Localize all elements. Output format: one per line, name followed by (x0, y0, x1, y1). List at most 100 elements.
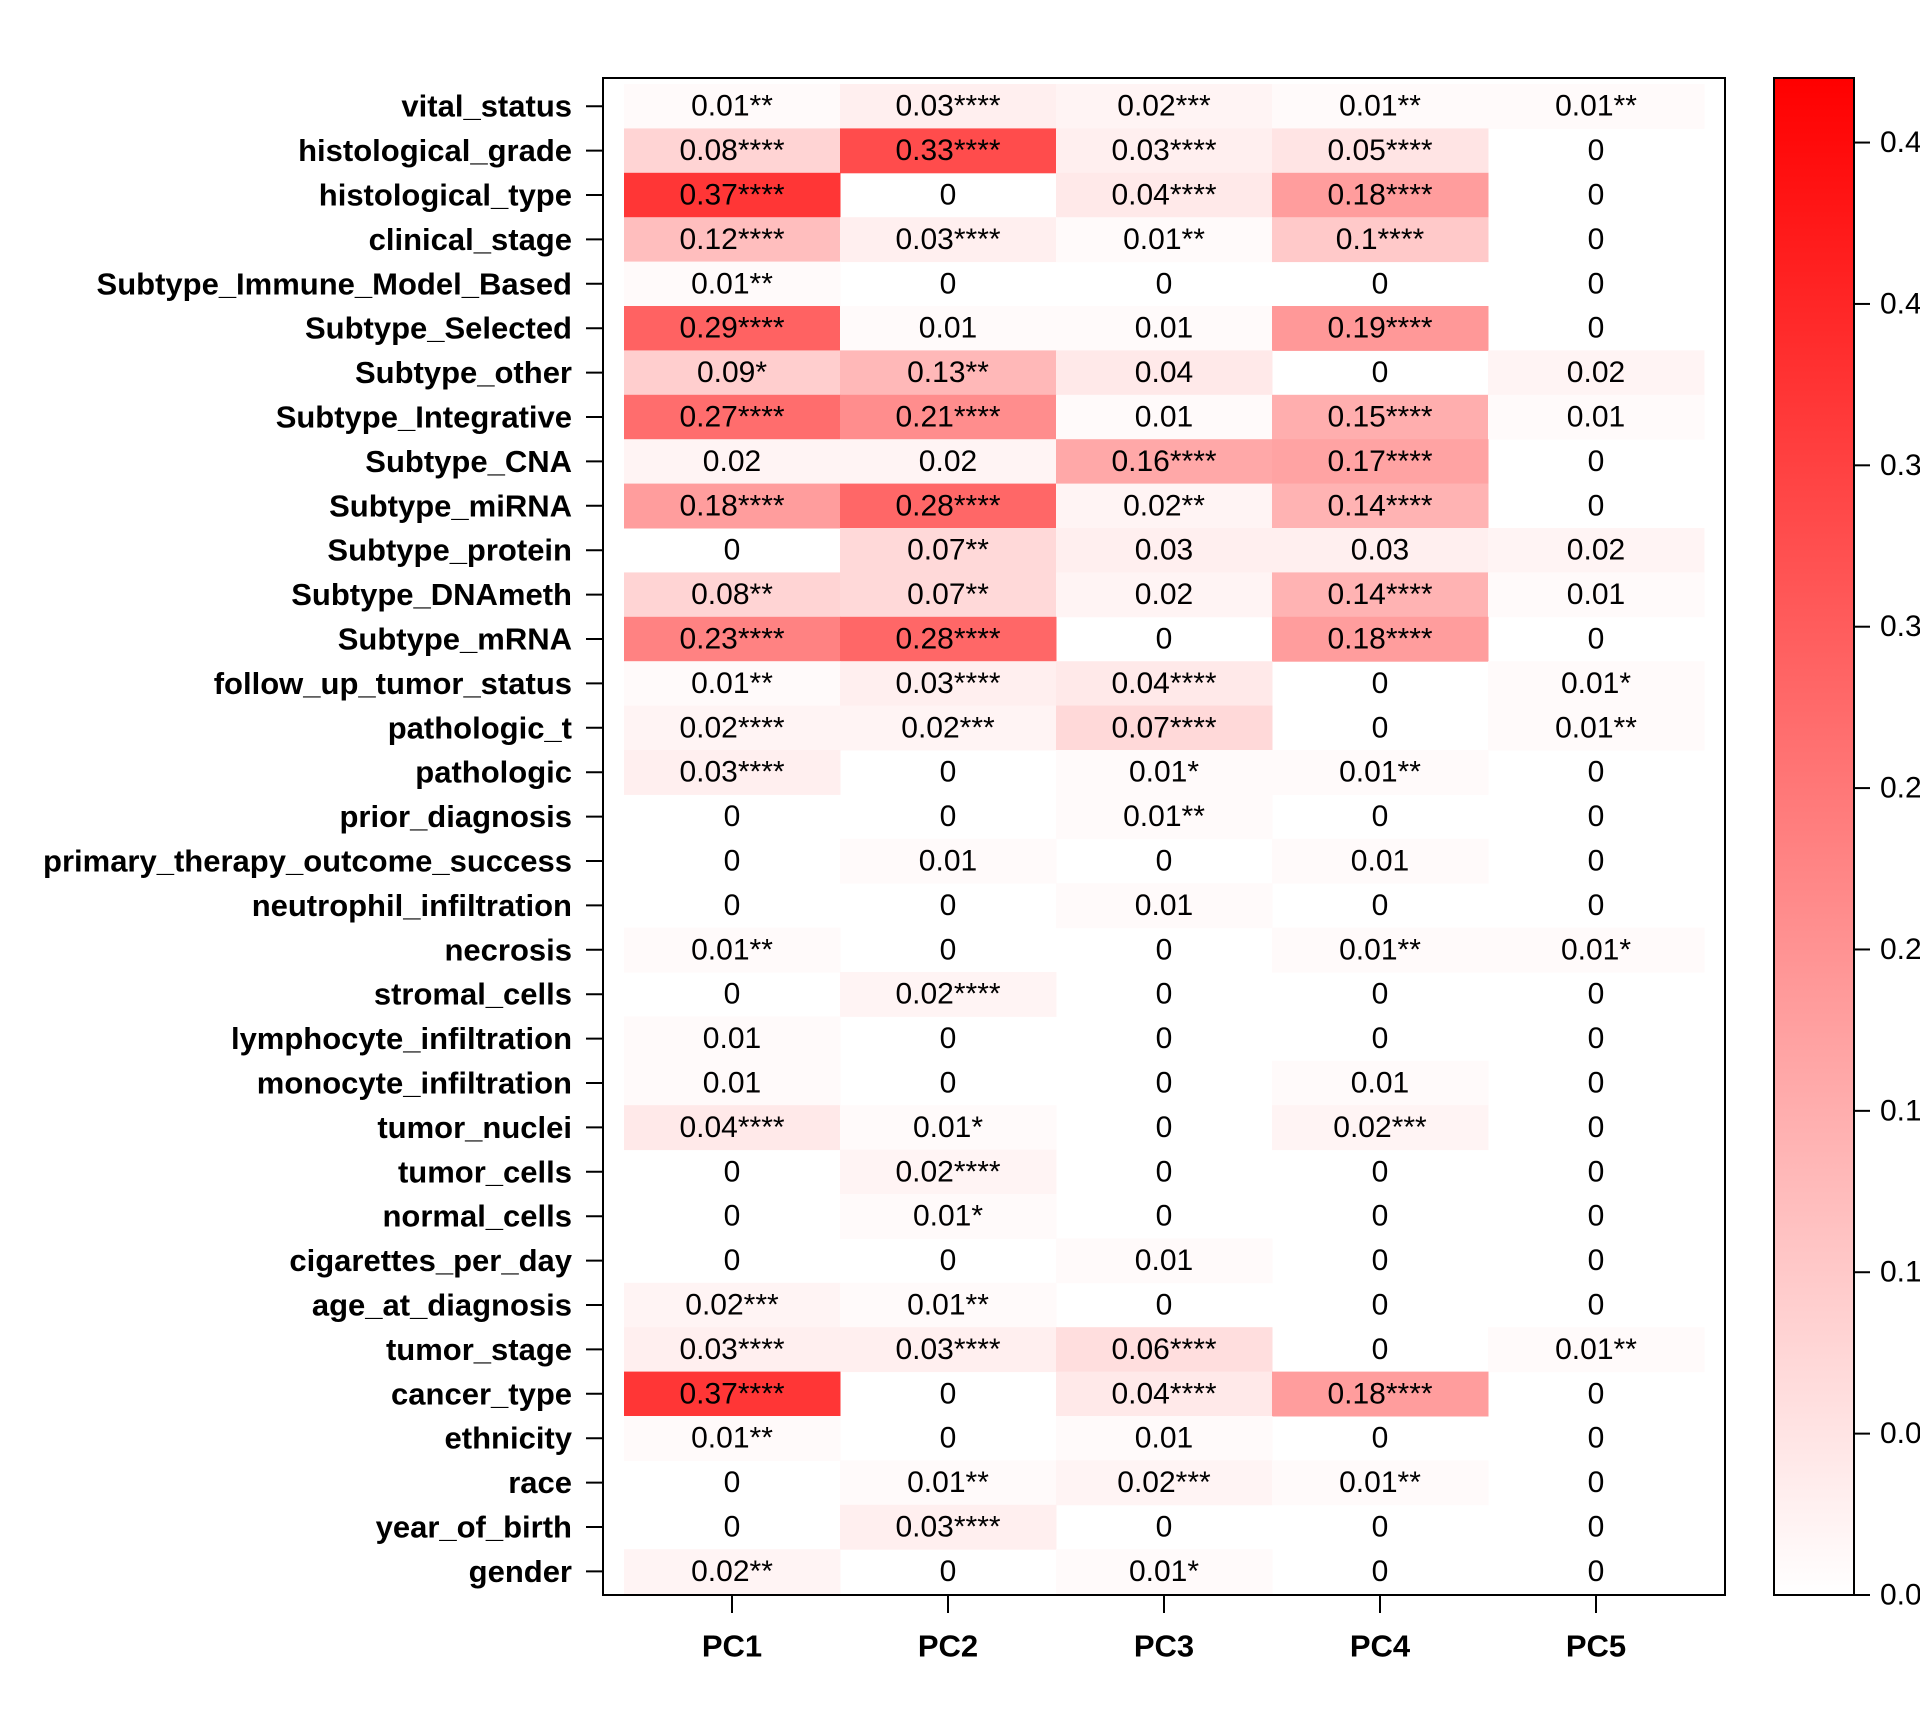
row-label: cancer_type (391, 1376, 572, 1411)
cell-value-label: 0.01 (1135, 889, 1193, 922)
row-label: race (508, 1465, 572, 1500)
colorbar-tick-label: 0.40 (1880, 287, 1920, 320)
cell-value-label: 0.02** (1123, 489, 1205, 522)
cell-value-label: 0.01 (1135, 401, 1193, 434)
heatmap-cell (840, 838, 1057, 884)
row-label: monocyte_infiltration (257, 1066, 572, 1101)
cell-value-label: 0 (1156, 978, 1173, 1011)
cell-value-label: 0.03 (1135, 534, 1193, 567)
cell-value-label: 0 (1156, 1511, 1173, 1544)
cell-value-label: 0 (724, 1466, 741, 1499)
cell-value-label: 0.01** (691, 667, 773, 700)
cell-value-label: 0.28**** (895, 623, 1000, 656)
colorbar-tick-label: 0.00 (1880, 1579, 1920, 1612)
cell-value-label: 0.1**** (1336, 223, 1425, 256)
heatmap-cell (1056, 705, 1273, 751)
heatmap-cell (1272, 1105, 1489, 1151)
cell-value-label: 0.01 (703, 1067, 761, 1100)
heatmap-cell (624, 439, 841, 485)
col-axis: PC1 PC2 PC3 PC4 PC5 (702, 1595, 1626, 1664)
row-label: Subtype_mRNA (338, 622, 572, 657)
heatmap-cell (1056, 794, 1273, 840)
heatmap-cell (1056, 439, 1273, 485)
cell-value-label: 0 (1372, 1244, 1389, 1277)
cell-value-label: 0.01** (1555, 711, 1637, 744)
cell-value-label: 0 (940, 756, 957, 789)
heatmap-cell (1056, 1460, 1273, 1506)
row-label: histological_grade (298, 133, 572, 168)
cell-value-label: 0 (1156, 1200, 1173, 1233)
heatmap-cell (624, 217, 841, 263)
cell-value-label: 0 (724, 1244, 741, 1277)
cell-value-label: 0.02**** (679, 711, 784, 744)
col-label: PC2 (918, 1629, 978, 1664)
heatmap-cell (1272, 1060, 1489, 1106)
cell-value-label: 0.01** (907, 1289, 989, 1322)
heatmap-cell (624, 128, 841, 174)
heatmap-cell (624, 1105, 841, 1151)
row-label: Subtype_miRNA (329, 488, 572, 523)
cell-value-label: 0 (724, 1200, 741, 1233)
cell-value-label: 0.03**** (679, 756, 784, 789)
row-axis: vital_status histological_grade histologic… (43, 89, 603, 1589)
cell-value-label: 0.05**** (1327, 134, 1432, 167)
cell-value-label: 0 (1372, 1200, 1389, 1233)
cell-value-label: 0.37**** (679, 179, 784, 212)
heatmap-cell (624, 616, 841, 662)
cell-value-label: 0 (940, 1067, 957, 1100)
cell-value-label: 0.01** (1123, 800, 1205, 833)
cell-value-label: 0.18**** (1327, 179, 1432, 212)
cell-value-label: 0 (1588, 889, 1605, 922)
colorbar-tick-label: 0.15 (1880, 1094, 1920, 1127)
heatmap-cell (840, 394, 1057, 440)
heatmap-cell (840, 1194, 1057, 1239)
heatmap-cell (624, 261, 841, 307)
cell-value-label: 0.01 (1567, 578, 1625, 611)
row-label: lymphocyte_infiltration (231, 1021, 572, 1056)
heatmap-cell (624, 306, 841, 351)
heatmap-cell (1056, 661, 1273, 707)
row-label: vital_status (401, 89, 572, 124)
cell-value-label: 0 (1156, 1111, 1173, 1144)
heatmap-cell (1488, 705, 1705, 751)
cell-value-label: 0 (1372, 1511, 1389, 1544)
cell-value-label: 0.01** (1339, 1466, 1421, 1499)
cell-value-label: 0.03**** (679, 1333, 784, 1366)
heatmap-cell (624, 1282, 841, 1328)
colorbar (1773, 77, 1855, 1596)
cell-value-label: 0 (1372, 711, 1389, 744)
heatmap-cell (1272, 217, 1489, 263)
heatmap-cell (1272, 750, 1489, 795)
colorbar-tick-label: 0.35 (1880, 449, 1920, 482)
cell-value-label: 0 (1588, 978, 1605, 1011)
row-label: histological_type (319, 178, 572, 213)
heatmap-cell (624, 1371, 841, 1417)
cell-value-label: 0.01** (1339, 933, 1421, 966)
cell-value-label: 0.03 (1351, 534, 1409, 567)
cell-value-label: 0 (1588, 1200, 1605, 1233)
heatmap-cell (624, 350, 841, 396)
heatmap-cell (624, 1327, 841, 1373)
heatmap-cell (840, 128, 1057, 174)
cell-value-label: 0 (940, 1377, 957, 1410)
row-label: gender (469, 1554, 572, 1589)
heatmap-cell (624, 705, 841, 751)
heatmap-cell (840, 483, 1057, 529)
colorbar-tick-label: 0.20 (1880, 933, 1920, 966)
colorbar-tick-label: 0.45 (1880, 126, 1920, 159)
cell-value-label: 0 (1588, 1511, 1605, 1544)
row-label: prior_diagnosis (339, 799, 572, 834)
row-label: Subtype_Immune_Model_Based (97, 266, 572, 301)
cell-value-label: 0.04**** (679, 1111, 784, 1144)
heatmap-cell (1056, 84, 1273, 129)
cell-value-label: 0 (1372, 1155, 1389, 1188)
cell-value-label: 0.02 (1567, 534, 1625, 567)
heatmap-cell (1488, 528, 1705, 573)
cell-value-label: 0.01** (691, 90, 773, 123)
cell-value-label: 0.07** (907, 578, 989, 611)
cell-value-label: 0.29**** (679, 312, 784, 345)
cell-value-label: 0.01 (1351, 845, 1409, 878)
cell-value-label: 0.12**** (679, 223, 784, 256)
